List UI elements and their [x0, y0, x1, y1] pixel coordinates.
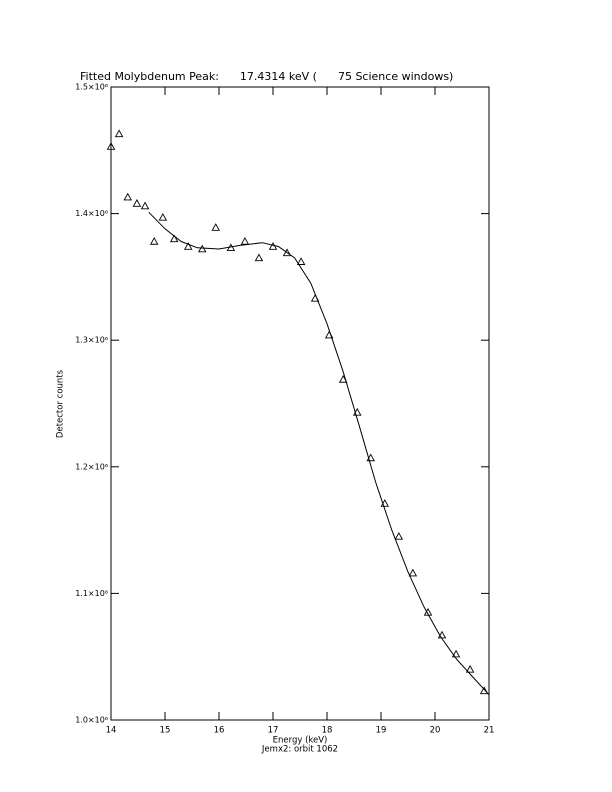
data-point — [114, 129, 124, 138]
y-tick-label: 1.3×10⁶ — [75, 336, 108, 345]
data-point — [451, 649, 461, 658]
data-point — [296, 257, 306, 265]
data-point — [408, 568, 418, 577]
y-tick-label: 1.5×10⁶ — [75, 83, 108, 92]
y-tick-label: 1.0×10⁶ — [75, 716, 108, 725]
x-tick-label: 15 — [160, 726, 171, 736]
y-tick-label: 1.1×10⁶ — [75, 589, 108, 598]
data-point — [394, 532, 404, 540]
x-tick-label: 18 — [322, 726, 333, 736]
x-axis-label: Energy (keV) — [273, 736, 328, 746]
data-point — [169, 234, 179, 243]
fit-line — [148, 211, 490, 696]
data-point — [132, 199, 142, 207]
data-point — [240, 237, 250, 245]
data-point — [211, 223, 221, 231]
data-point — [465, 664, 475, 673]
data-point — [140, 201, 150, 210]
y-tick-label: 1.4×10⁶ — [75, 209, 108, 218]
data-point — [183, 242, 193, 250]
data-point — [282, 248, 292, 257]
x-tick-label: 20 — [430, 726, 441, 736]
x-tick-label: 19 — [376, 726, 387, 736]
y-axis-label: Detector counts — [56, 369, 66, 438]
data-point — [158, 212, 168, 221]
y-tick-label: 1.2×10⁶ — [75, 462, 108, 471]
data-point — [423, 607, 433, 616]
x-tick-label: 17 — [268, 726, 279, 736]
data-point — [197, 244, 207, 253]
data-point — [106, 142, 116, 150]
chart-title: Fitted Molybdenum Peak: 17.4314 keV ( 75… — [80, 70, 453, 83]
subtitle: Jemx2: orbit 1062 — [261, 745, 338, 755]
data-point — [123, 192, 133, 201]
x-tick-label: 21 — [484, 726, 495, 736]
data-point — [254, 253, 264, 262]
data-point — [149, 237, 159, 245]
data-point — [479, 686, 489, 695]
x-tick-label: 16 — [214, 726, 225, 736]
data-point — [268, 242, 278, 250]
plot-frame — [110, 86, 490, 721]
x-tick-label: 14 — [106, 726, 117, 736]
